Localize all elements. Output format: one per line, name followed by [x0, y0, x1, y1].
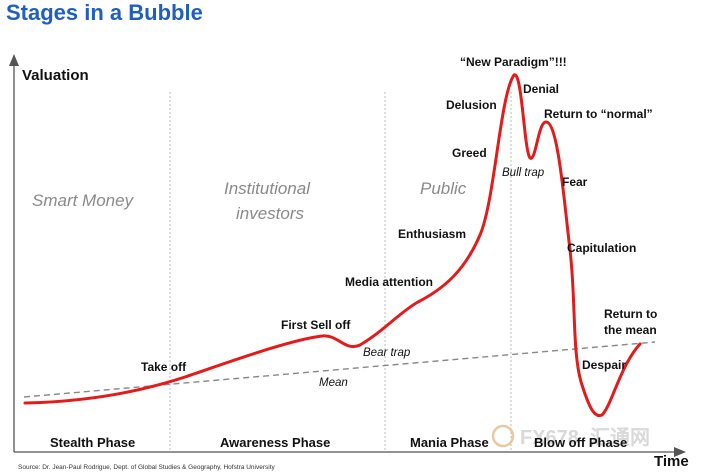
stage-take-off: Take off	[141, 360, 187, 374]
phase-blow-off: Blow off Phase	[534, 435, 627, 450]
stage-fear: Fear	[562, 175, 588, 189]
stage-capitulation: Capitulation	[567, 241, 636, 255]
stage-despair: Despair	[582, 358, 626, 372]
phase-mania: Mania Phase	[410, 435, 489, 450]
y-axis-arrow-icon	[9, 54, 19, 66]
stage-bull-trap: Bull trap	[502, 167, 545, 179]
source-note: Source: Dr. Jean-Paul Rodrigue, Dept. of…	[18, 464, 276, 471]
group-institutional-line1: Institutional	[224, 179, 311, 198]
stage-bear-trap: Bear trap	[363, 347, 411, 359]
stage-new-paradigm: “New Paradigm”!!!	[460, 55, 567, 69]
stage-denial: Denial	[523, 82, 559, 96]
stage-mean: Mean	[319, 377, 348, 389]
bubble-curve	[25, 75, 640, 416]
stage-return-to-mean-line2: the mean	[604, 323, 657, 337]
phase-stealth: Stealth Phase	[50, 435, 135, 450]
phase-awareness: Awareness Phase	[220, 435, 330, 450]
watermark-logo-icon	[493, 426, 513, 446]
stage-return-to-normal: Return to “normal”	[544, 107, 653, 121]
stage-greed: Greed	[452, 146, 487, 160]
stage-first-sell-off: First Sell off	[281, 318, 351, 332]
stage-media-attention: Media attention	[345, 275, 433, 289]
group-institutional-line2: investors	[236, 204, 305, 223]
x-axis-label: Time	[654, 453, 689, 470]
stage-delusion: Delusion	[446, 98, 497, 112]
group-public: Public	[420, 179, 467, 198]
group-smart-money: Smart Money	[32, 191, 135, 210]
stage-return-to-mean-line1: Return to	[604, 307, 657, 321]
stage-enthusiasm: Enthusiasm	[398, 227, 466, 241]
y-axis-label: Valuation	[22, 67, 89, 84]
